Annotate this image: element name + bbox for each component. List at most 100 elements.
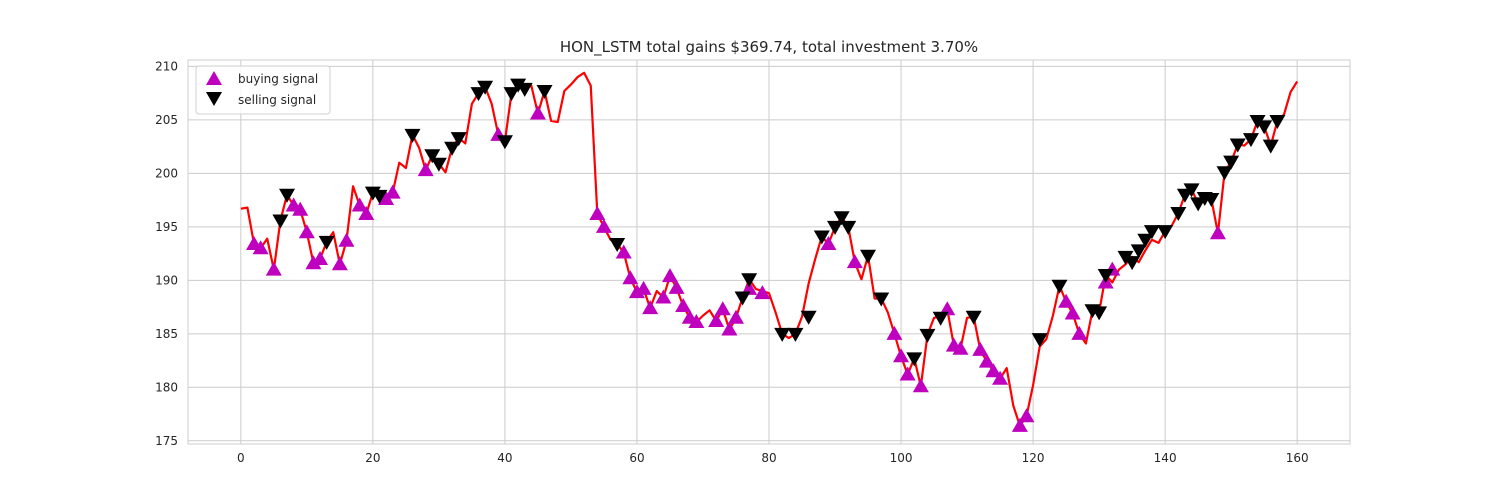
- sell-signal-marker: [1137, 233, 1154, 248]
- y-tick-label: 195: [155, 220, 178, 234]
- sell-signal-marker: [1229, 138, 1246, 153]
- sell-signal-marker: [919, 328, 936, 343]
- buy-signal-marker: [688, 314, 705, 329]
- sell-signal-marker: [932, 311, 949, 326]
- buy-signal-marker: [1058, 293, 1075, 308]
- legend-buy-label: buying signal: [238, 72, 318, 86]
- sell-signal-marker: [1256, 120, 1273, 135]
- buy-signal-marker: [972, 341, 989, 356]
- y-tick-label: 175: [155, 434, 178, 448]
- buy-signal-marker: [358, 206, 375, 221]
- buy-signal-marker: [589, 206, 606, 221]
- sell-signal-marker: [1216, 166, 1233, 181]
- buy-signal-marker: [1209, 225, 1226, 240]
- buy-signal-marker: [1018, 408, 1035, 423]
- sell-signal-marker: [516, 82, 533, 97]
- sell-signal-marker: [371, 189, 388, 204]
- buy-signal-marker: [939, 301, 956, 316]
- legend-box: [195, 65, 331, 115]
- sell-signal-marker: [1130, 244, 1147, 259]
- buy-signal-marker: [985, 363, 1002, 378]
- y-tick-label: 185: [155, 327, 178, 341]
- legend-sell-label: selling signal: [238, 93, 316, 107]
- sell-signal-marker: [1203, 193, 1220, 208]
- sell-signal-marker: [1269, 114, 1286, 129]
- sell-signal-marker: [965, 310, 982, 325]
- sell-signal-marker: [1262, 139, 1279, 154]
- sell-signal-marker: [279, 188, 296, 203]
- sell-signal-marker: [840, 220, 857, 235]
- x-tick-label: 120: [1022, 451, 1045, 465]
- sell-signal-marker: [510, 78, 527, 93]
- buy-signal-marker: [292, 201, 309, 216]
- buy-signal-marker: [721, 321, 738, 336]
- sell-signal-marker: [609, 237, 626, 252]
- sell-signal-marker: [1031, 333, 1048, 348]
- sell-signal-marker: [318, 235, 335, 250]
- buy-signal-marker: [351, 197, 368, 212]
- sell-signal-marker: [906, 352, 923, 367]
- buy-signal-marker: [384, 184, 401, 199]
- buy-signal-marker: [952, 340, 969, 355]
- legend-sell-marker: [206, 92, 222, 106]
- buy-signal-marker: [899, 366, 916, 381]
- sell-signal-marker: [450, 132, 467, 147]
- sell-signal-marker: [1170, 206, 1187, 221]
- sell-signal-marker: [873, 292, 890, 307]
- sell-signal-marker: [424, 149, 441, 164]
- sell-signal-marker: [1051, 279, 1068, 294]
- x-tick-label: 0: [237, 451, 245, 465]
- x-tick-label: 160: [1286, 451, 1309, 465]
- grid: [188, 60, 1350, 444]
- buy-signal-marker: [331, 256, 348, 271]
- buy-signal-marker: [635, 280, 652, 295]
- buy-signal-marker: [886, 325, 903, 340]
- sell-signal-marker: [734, 291, 751, 306]
- sell-signal-marker: [503, 87, 520, 102]
- sell-signal-marker: [827, 220, 844, 235]
- sell-signal-marker: [404, 128, 421, 143]
- sell-signal-marker: [1091, 306, 1108, 321]
- sell-signal-marker: [477, 80, 494, 95]
- buy-signal-marker: [893, 348, 910, 363]
- buy-signal-marker: [312, 250, 329, 265]
- buy-signal-marker: [912, 378, 929, 393]
- buy-signal-marker: [714, 301, 731, 316]
- legend: buying signal selling signal: [195, 65, 331, 115]
- sell-signal-marker: [1124, 256, 1141, 271]
- buy-signal-marker: [1071, 325, 1088, 340]
- sell-signal-marker: [496, 135, 513, 150]
- sell-signal-marker: [470, 87, 487, 102]
- buy-signal-marker: [675, 298, 692, 313]
- legend-buy-marker: [206, 71, 222, 85]
- y-tick-label: 200: [155, 166, 178, 180]
- y-tick-label: 180: [155, 380, 178, 394]
- x-tick-label: 140: [1154, 451, 1177, 465]
- x-tick-label: 100: [890, 451, 913, 465]
- buy-signal-marker: [992, 370, 1009, 385]
- sell-signal-marker: [774, 327, 791, 342]
- plot-frame: [187, 59, 1351, 445]
- sell-signal-marker: [813, 230, 830, 245]
- buy-signal-marker: [741, 280, 758, 295]
- buy-signal-marker: [595, 218, 612, 233]
- sell-signal-marker: [860, 249, 877, 264]
- sell-signal-marker: [1157, 225, 1174, 240]
- buy-signal-marker: [622, 270, 639, 285]
- buy-signal-marker: [417, 162, 434, 177]
- buy-signal-marker: [727, 309, 744, 324]
- sell-signal-marker: [444, 141, 461, 156]
- buy-signal-marker: [668, 279, 685, 294]
- buy-signal-marker: [298, 224, 315, 239]
- price-line: [240, 71, 1299, 427]
- sell-signal-marker: [1183, 183, 1200, 198]
- y-tick-label: 210: [155, 59, 178, 73]
- sell-signal-marker: [1242, 133, 1259, 148]
- sell-signal-marker: [833, 211, 850, 226]
- buy-signal-marker: [820, 235, 837, 250]
- buy-signal-marker: [265, 261, 282, 276]
- buy-signal-marker: [305, 255, 322, 270]
- sell-signal-marker: [430, 157, 447, 172]
